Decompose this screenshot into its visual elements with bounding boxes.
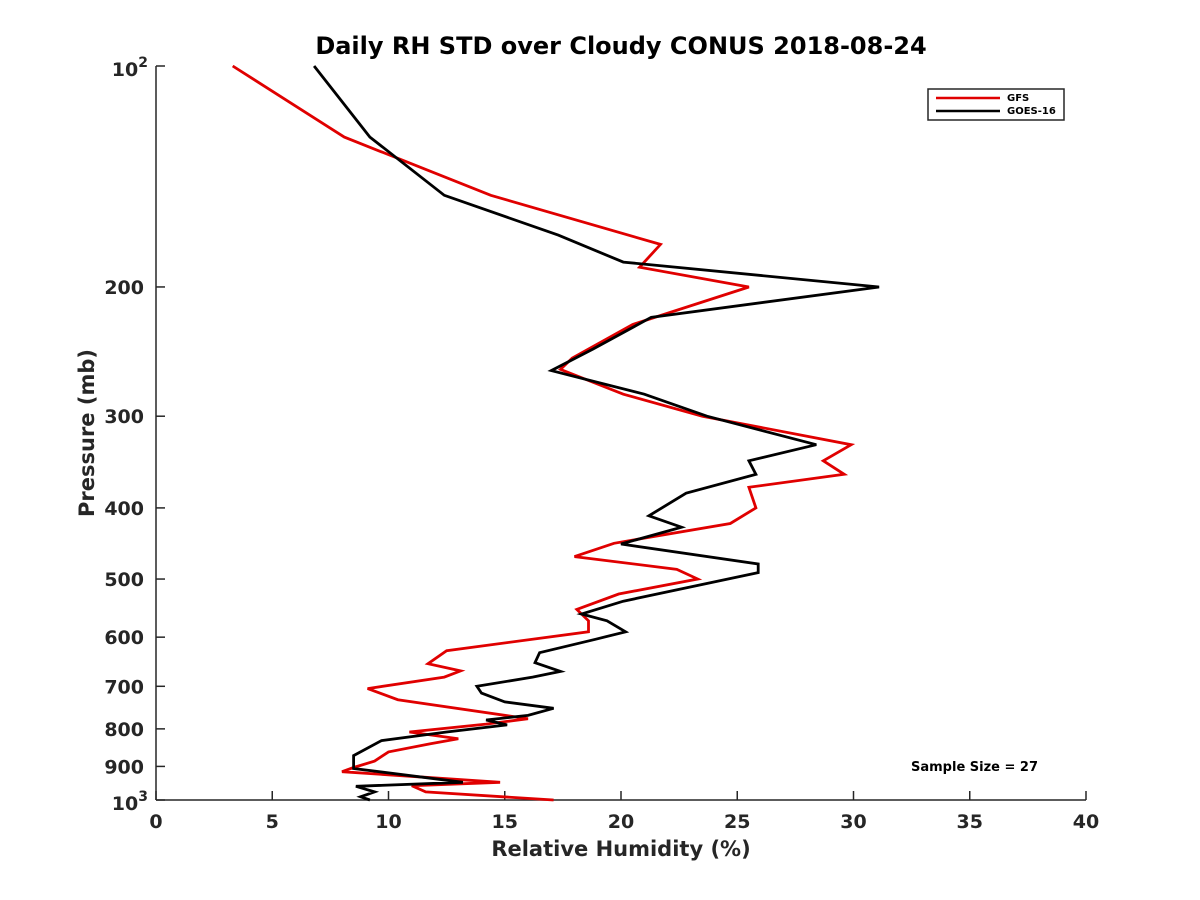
y-axis-ticks: 102 200 300 400 500 600 700 800 900 103 <box>104 55 165 815</box>
y-tick-label-300: 300 <box>104 406 144 428</box>
y-tick-label-900: 900 <box>104 756 144 778</box>
x-tick-label-35: 35 <box>957 811 983 833</box>
legend-label-goes16: GOES-16 <box>1007 106 1056 117</box>
x-tick-label-15: 15 <box>492 811 518 833</box>
chart-title: Daily RH STD over Cloudy CONUS 2018-08-2… <box>315 32 926 60</box>
y-tick-label-600: 600 <box>104 627 144 649</box>
x-tick-label-40: 40 <box>1073 811 1099 833</box>
x-tick-label-30: 30 <box>840 811 866 833</box>
x-axis-label: Relative Humidity (%) <box>491 837 750 861</box>
series-layer <box>231 64 880 802</box>
sample-size-annotation: Sample Size = 27 <box>911 760 1038 775</box>
y-tick-label-700: 700 <box>104 676 144 698</box>
legend: GFS GOES-16 <box>927 88 1065 121</box>
x-tick-label-0: 0 <box>149 811 162 833</box>
legend-box <box>927 88 1065 121</box>
y-tick-label-400: 400 <box>104 498 144 520</box>
x-axis-ticks: 0 5 10 15 20 25 30 35 40 <box>149 791 1099 833</box>
legend-label-gfs: GFS <box>1007 93 1029 104</box>
series-line-goes16 <box>312 65 880 802</box>
y-tick-label-1000: 103 <box>112 789 148 815</box>
x-tick-label-10: 10 <box>375 811 401 833</box>
y-tick-label-500: 500 <box>104 569 144 591</box>
y-tick-label-100: 102 <box>112 55 148 81</box>
x-tick-label-20: 20 <box>608 811 634 833</box>
y-tick-label-200: 200 <box>104 277 144 299</box>
x-tick-label-25: 25 <box>724 811 750 833</box>
x-tick-label-5: 5 <box>266 811 279 833</box>
y-axis-label: Pressure (mb) <box>75 349 99 517</box>
y-tick-label-800: 800 <box>104 719 144 741</box>
